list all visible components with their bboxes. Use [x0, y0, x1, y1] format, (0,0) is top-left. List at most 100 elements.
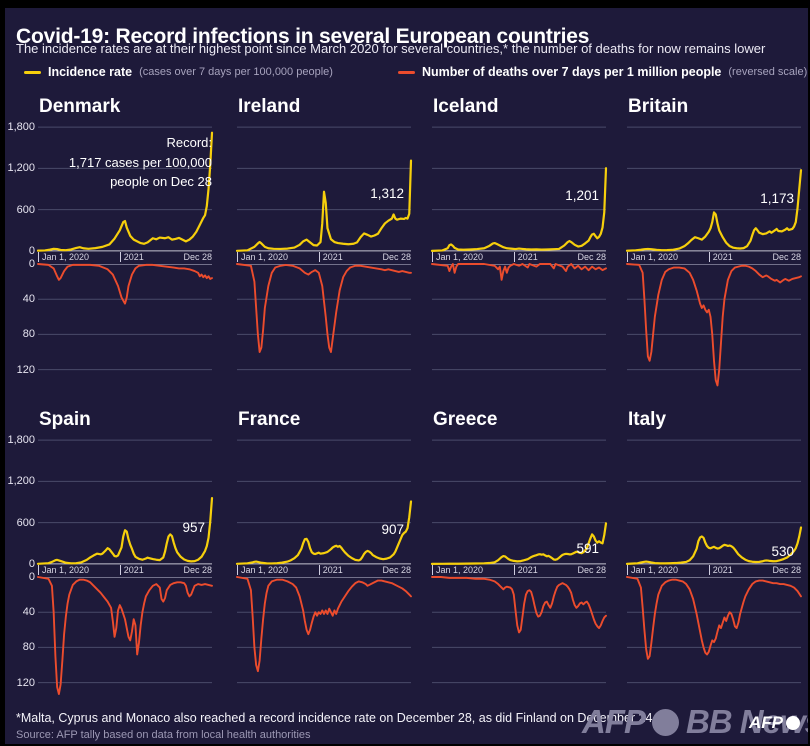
legend-label: Number of deaths over 7 days per 1 milli…: [422, 65, 722, 79]
incidence-chart: 1,312: [237, 127, 411, 251]
peak-value-label: 1,201: [565, 188, 599, 203]
deaths-line-chart: [432, 264, 606, 396]
incidence-line-chart: [237, 127, 411, 251]
legend-sublabel: (reversed scale): [728, 66, 808, 78]
deaths-chart: [38, 264, 212, 396]
legend: Incidence rate (cases over 7 days per 10…: [5, 65, 808, 83]
x-tick-2021: 2021: [513, 252, 538, 262]
x-tick-2021: 2021: [318, 565, 343, 575]
country-panel: Greece 591 Jan 1, 2020 2021 Dec 28: [432, 409, 606, 709]
afp-small-logo: AFP: [749, 713, 800, 733]
afp-logo-circle-small-icon: [786, 716, 800, 730]
incidence-line-chart: [432, 127, 606, 251]
footnote: *Malta, Cyprus and Monaco also reached a…: [16, 711, 653, 725]
country-panel: Ireland 1,312 Jan 1, 2020 2021 Dec 28: [237, 96, 411, 396]
deaths-chart: [432, 264, 606, 396]
country-panel: France 907 Jan 1, 2020 2021 Dec 28: [237, 409, 411, 709]
x-tick-start: Jan 1, 2020: [38, 565, 89, 575]
deaths-chart: [237, 577, 411, 709]
deaths-line-chart: [237, 577, 411, 709]
panel-title: Britain: [628, 96, 689, 117]
incidence-chart: 957: [38, 440, 212, 564]
peak-value-label: 1,173: [760, 191, 794, 206]
x-tick-end: Dec 28: [577, 565, 606, 575]
subtitle: The incidence rates are at their highest…: [16, 41, 766, 56]
peak-value-label: 957: [182, 520, 205, 535]
x-tick-end: Dec 28: [577, 252, 606, 262]
incidence-chart: Record: 1,717 cases per 100,000 people o…: [38, 127, 212, 251]
x-axis-labels: Jan 1, 2020 2021 Dec 28: [38, 251, 212, 264]
x-tick-start: Jan 1, 2020: [432, 565, 483, 575]
panel-title: Greece: [433, 409, 498, 430]
record-annotation: Record: 1,717 cases per 100,000 people o…: [69, 133, 212, 192]
x-tick-2021: 2021: [119, 565, 144, 575]
x-axis-labels: Jan 1, 2020 2021 Dec 28: [237, 251, 411, 264]
panel-title: Ireland: [238, 96, 301, 117]
x-tick-2021: 2021: [119, 252, 144, 262]
record-line: people on Dec 28: [110, 174, 212, 189]
peak-value-label: 907: [381, 522, 404, 537]
legend-item-deaths: Number of deaths over 7 days per 1 milli…: [398, 65, 807, 79]
panel-title: Iceland: [433, 96, 499, 117]
peak-value-label: 1,312: [370, 186, 404, 201]
afp-logo-text: AFP: [581, 703, 646, 740]
x-tick-start: Jan 1, 2020: [627, 252, 678, 262]
x-tick-2021: 2021: [708, 252, 733, 262]
incidence-line-chart: [38, 440, 212, 564]
panel-title: Denmark: [39, 96, 121, 117]
x-axis-labels: Jan 1, 2020 2021 Dec 28: [627, 564, 801, 577]
afp-logo-text-small: AFP: [749, 713, 783, 732]
x-tick-start: Jan 1, 2020: [627, 565, 678, 575]
deaths-line-swatch: [398, 70, 415, 74]
country-panel: Denmark Record: 1,717 cases per 100,000 …: [38, 96, 212, 396]
peak-value-label: 530: [771, 544, 794, 559]
deaths-line-chart: [38, 577, 212, 709]
x-axis-labels: Jan 1, 2020 2021 Dec 28: [237, 564, 411, 577]
x-axis-labels: Jan 1, 2020 2021 Dec 28: [432, 251, 606, 264]
incidence-chart: 591: [432, 440, 606, 564]
afp-logo-circle-icon: [651, 708, 679, 736]
x-tick-2021: 2021: [708, 565, 733, 575]
incidence-chart: 907: [237, 440, 411, 564]
deaths-line-chart: [627, 577, 801, 709]
deaths-line-chart: [432, 577, 606, 709]
x-tick-end: Dec 28: [183, 252, 212, 262]
country-panel: Spain 957 Jan 1, 2020 2021 Dec 28: [38, 409, 212, 709]
deaths-chart: [627, 577, 801, 709]
x-tick-start: Jan 1, 2020: [237, 252, 288, 262]
deaths-line-chart: [627, 264, 801, 396]
x-tick-end: Dec 28: [183, 565, 212, 575]
deaths-chart: [432, 577, 606, 709]
x-tick-2021: 2021: [318, 252, 343, 262]
x-tick-end: Dec 28: [772, 252, 801, 262]
x-tick-2021: 2021: [513, 565, 538, 575]
infographic-canvas: Covid-19: Record infections in several E…: [5, 8, 808, 744]
source-line: Source: AFP tally based on data from loc…: [16, 729, 311, 741]
deaths-line-chart: [237, 264, 411, 396]
record-line: Record:: [166, 135, 212, 150]
country-panel: Britain 1,173 Jan 1, 2020 2021 Dec 28: [627, 96, 801, 396]
x-tick-end: Dec 28: [772, 565, 801, 575]
x-tick-start: Jan 1, 2020: [237, 565, 288, 575]
legend-label: Incidence rate: [48, 65, 133, 79]
deaths-chart: [38, 577, 212, 709]
x-tick-end: Dec 28: [382, 252, 411, 262]
incidence-line-chart: [38, 127, 212, 251]
x-tick-start: Jan 1, 2020: [38, 252, 89, 262]
x-axis-labels: Jan 1, 2020 2021 Dec 28: [38, 564, 212, 577]
incidence-line-chart: [237, 440, 411, 564]
incidence-line-chart: [432, 440, 606, 564]
x-tick-end: Dec 28: [382, 565, 411, 575]
x-tick-start: Jan 1, 2020: [432, 252, 483, 262]
afp-bbnews-watermark: AFP BB News: [582, 703, 808, 741]
incidence-chart: 1,201: [432, 127, 606, 251]
incidence-chart: 530: [627, 440, 801, 564]
legend-item-incidence: Incidence rate (cases over 7 days per 10…: [24, 65, 333, 79]
panel-title: Italy: [628, 409, 667, 430]
incidence-line-chart: [627, 127, 801, 251]
panel-title: Spain: [39, 409, 91, 430]
peak-value-label: 591: [576, 541, 599, 556]
page-title: Covid-19: Record infections in several E…: [16, 25, 590, 49]
record-line: 1,717 cases per 100,000: [68, 154, 212, 170]
